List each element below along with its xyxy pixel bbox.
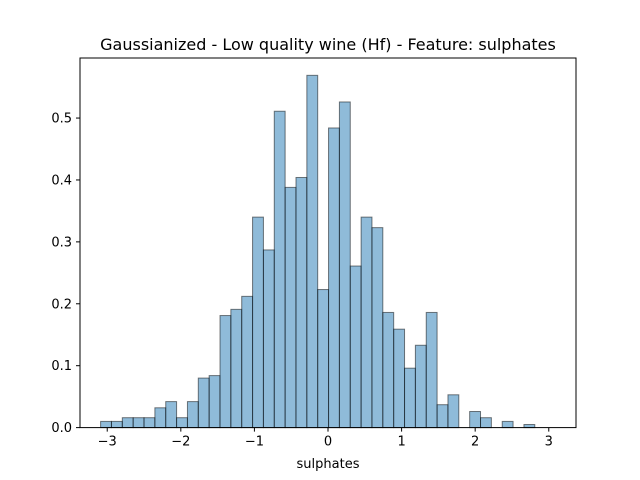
histogram-bar [404, 367, 416, 429]
histogram-bar [328, 127, 340, 429]
histogram-bar [219, 315, 232, 429]
x-axis-label: sulphates [297, 457, 360, 472]
histogram-bar [165, 401, 178, 429]
histogram-bar [393, 328, 406, 429]
histogram-bar [414, 344, 427, 429]
x-tick-label: −1 [245, 435, 264, 450]
x-tick-label: −3 [98, 435, 117, 450]
x-tick-label: 3 [545, 435, 553, 450]
x-tick-label: 2 [471, 435, 479, 450]
histogram-bar [501, 420, 514, 429]
histogram-bar [284, 186, 297, 429]
y-tick-label: 0.1 [51, 359, 72, 374]
histogram-bar [480, 417, 492, 429]
histogram-bar [176, 417, 188, 429]
histogram-bar [273, 110, 286, 429]
x-axis-ticks: −3 −2 −1 0 1 2 3 [98, 427, 553, 450]
histogram-bar [469, 411, 482, 429]
y-tick-label: 0.2 [51, 297, 72, 312]
histogram-bar [252, 216, 264, 429]
histogram-bar [382, 311, 395, 429]
y-tick-label: 0.5 [51, 112, 72, 127]
histogram-bar [110, 420, 123, 429]
x-tick-label: −2 [171, 435, 190, 450]
histogram-bar [295, 176, 308, 429]
plot-frame [79, 57, 577, 429]
histogram-bar [306, 74, 319, 429]
histogram-bar [208, 375, 221, 429]
x-tick-label: 0 [324, 435, 332, 450]
histogram-bar [447, 394, 460, 429]
histogram-bar [100, 420, 112, 429]
histogram-bar [317, 289, 330, 429]
y-axis-ticks: 0.0 0.1 0.2 0.3 0.4 0.5 [51, 112, 80, 436]
histogram-bar [349, 265, 362, 429]
histogram-bar [241, 295, 254, 429]
histogram-bar [371, 227, 384, 429]
y-tick-label: 0.0 [51, 421, 72, 436]
histogram-bar [425, 311, 438, 429]
chart-title: Gaussianized - Low quality wine (Hf) - F… [100, 35, 556, 54]
histogram-bar [186, 401, 199, 429]
histogram-bar [121, 417, 134, 429]
histogram-bar [436, 404, 449, 429]
histogram-bar [230, 308, 243, 429]
histogram-bar [338, 101, 351, 429]
histogram-bar [197, 377, 210, 429]
y-tick-label: 0.4 [51, 173, 72, 188]
histogram-bar [154, 407, 167, 429]
y-tick-label: 0.3 [51, 235, 72, 250]
histogram-bar [262, 249, 275, 429]
histogram-bar [132, 417, 145, 429]
x-tick-label: 1 [397, 435, 405, 450]
histogram-bar [143, 417, 156, 429]
histogram-bar [360, 216, 373, 429]
